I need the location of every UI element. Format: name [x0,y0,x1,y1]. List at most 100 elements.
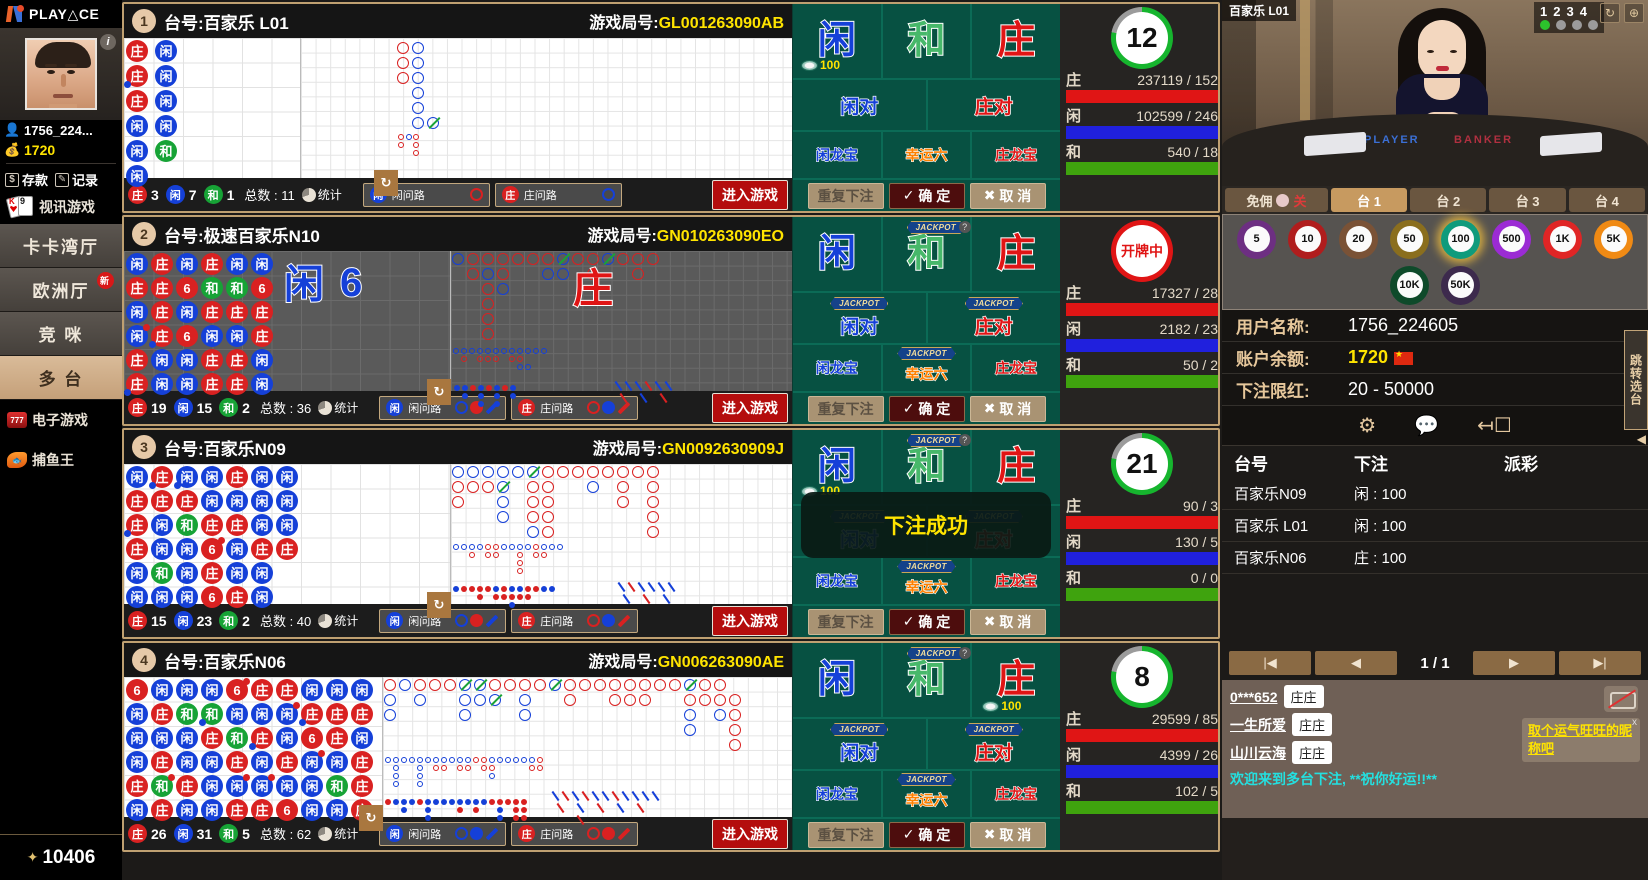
chip-50[interactable]: 50 [1390,219,1429,259]
table-4-bet-player[interactable]: 闲 [793,643,883,717]
table-1-bet-panel[interactable]: 闲 100 和 庄 闲对 庄对 [792,4,1060,211]
record-button[interactable]: ✎ 记录 [55,170,98,189]
table-1-bet-lucky6[interactable]: 幸运六 [883,132,973,178]
table-3-cancel-button[interactable]: ✖ 取 消 [969,608,1046,635]
table-4-bet-player-pair[interactable]: JACKPOT 闲对 [793,719,928,769]
collapse-arrow-icon[interactable]: ◀ [1636,432,1646,446]
pager-next-button[interactable]: ▶ [1473,651,1555,675]
table-2-bet-lucky6[interactable]: JACKPOT 幸运六 [883,345,973,391]
mute-chat-icon[interactable] [1604,686,1638,712]
table-1-confirm-button[interactable]: ✓ 确 定 [888,182,965,209]
pager-prev-button[interactable]: ◀ [1315,651,1397,675]
table-1-cancel-button[interactable]: ✖ 取 消 [969,182,1046,209]
table-1-stats-button[interactable]: 统计 [301,186,342,203]
table-2-bet-banker[interactable]: 庄 [972,217,1060,291]
table-4-confirm-button[interactable]: ✓ 确 定 [888,821,965,848]
table-2-bet-player-pair[interactable]: JACKPOT 闲对 [793,293,928,343]
chip-10k[interactable]: 10K [1390,265,1429,305]
tab-table-3[interactable]: 台 3 [1489,188,1566,212]
sidebar-item-slots[interactable]: 777 电子游戏 [0,400,122,440]
nickname-tip[interactable]: x 取个运气旺旺的昵称吧 [1522,717,1640,762]
info-icon[interactable]: i [100,34,116,50]
table-2-bet-panel[interactable]: 闲 JACKPOT ? 和 庄 JACKPOT 闲对 JACKPOT 庄对 [792,217,1060,424]
chip-50k[interactable]: 50K [1441,265,1480,305]
tab-table-2[interactable]: 台 2 [1410,188,1487,212]
sidebar-item-3[interactable]: 多 台 [0,356,122,400]
switch-table-toggle[interactable]: 跳转选台 [1624,330,1648,430]
table-2-bet-player[interactable]: 闲 [793,217,883,291]
table-2-cancel-button[interactable]: ✖ 取 消 [969,395,1046,422]
chip-5[interactable]: 5 [1237,219,1276,259]
table-4-stats-button[interactable]: 统计 [318,825,358,842]
gear-icon[interactable]: ⚙ [1358,415,1377,437]
help-icon[interactable]: ? [958,434,971,446]
logout-icon[interactable]: ↤☐ [1477,415,1512,437]
tab-table-1[interactable]: 台 1 [1330,188,1408,212]
table-1-bet-banker-dragon[interactable]: 庄龙宝 [972,132,1060,178]
table-2-bet-tie[interactable]: JACKPOT ? 和 [883,217,973,291]
table-3-bet-banker-dragon[interactable]: 庄龙宝 [972,558,1060,604]
help-icon[interactable]: ? [958,221,971,233]
table-card-1[interactable]: 1 台号:百家乐 L01 游戏局号:GL001263090AB 庄闲 庄闲 庄闲… [122,2,1220,213]
table-4-cancel-button[interactable]: ✖ 取 消 [969,821,1046,848]
table-2-confirm-button[interactable]: ✓ 确 定 [888,395,965,422]
table-1-enter-button[interactable]: 进入游戏 [712,179,788,210]
commission-toggle[interactable]: 免佣 关 [1225,188,1328,212]
table-4-bet-tie[interactable]: JACKPOT ? 和 [883,643,973,717]
table-1-bet-player-dragon[interactable]: 闲龙宝 [793,132,883,178]
sidebar-item-1[interactable]: 欧洲厅 新 [0,268,122,312]
chip-100[interactable]: 100 [1441,219,1480,259]
table-4-bet-panel[interactable]: 闲 JACKPOT ? 和 庄 100 JACKPOT 闲对 [792,643,1060,850]
sidebar-item-2[interactable]: 竞 咪 [0,312,122,356]
table-4-bet-banker[interactable]: 庄 100 [972,643,1060,717]
table-2-repeat-button[interactable]: 重复下注 [807,395,884,422]
table-2-stats-button[interactable]: 统计 [318,399,358,416]
table-3-stats-button[interactable]: 统计 [318,612,358,629]
chip-5k[interactable]: 5K [1594,219,1633,259]
table-3-bet-banker[interactable]: 庄 [972,430,1060,504]
table-2-refresh-icon[interactable]: ↻ [427,379,451,405]
table-3-enter-button[interactable]: 进入游戏 [712,605,788,636]
table-3-bet-player-dragon[interactable]: 闲龙宝 [793,558,883,604]
table-1-road-area[interactable]: 庄闲 庄闲 庄闲 闲闲 闲和 闲 [124,38,792,196]
table-4-ask-banker[interactable]: 庄庄问路 [511,821,639,846]
table-1-ask-banker[interactable]: 庄庄问路 [494,182,622,207]
table-1-bet-tie[interactable]: 和 [883,4,973,78]
chip-20[interactable]: 20 [1339,219,1378,259]
table-4-repeat-button[interactable]: 重复下注 [807,821,884,848]
table-2-bet-banker-dragon[interactable]: 庄龙宝 [972,345,1060,391]
pager-last-button[interactable]: ▶| [1559,651,1641,675]
table-4-enter-button[interactable]: 进入游戏 [712,818,788,849]
live-video-feed[interactable]: PLAYER BANKER 百家乐 L01 1 2 3 4 ↻ ⊕ [1222,0,1648,186]
table-1-bet-player-pair[interactable]: 闲对 [793,80,928,130]
table-3-bet-tie[interactable]: JACKPOT ? 和 [883,430,973,504]
table-4-bet-banker-pair[interactable]: JACKPOT 庄对 [928,719,1061,769]
close-icon[interactable]: x [1632,717,1637,728]
deposit-button[interactable]: $ 存款 [5,170,48,189]
chip-selector[interactable]: 5 10 20 50 100 500 1K 5K 10K 50K [1222,214,1648,310]
table-2-bet-player-dragon[interactable]: 闲龙宝 [793,345,883,391]
table-row[interactable]: 百家乐N06 庄 : 100 [1222,542,1648,574]
table-1-repeat-button[interactable]: 重复下注 [807,182,884,209]
sidebar-item-0[interactable]: 卡卡湾厅 [0,224,122,268]
table-4-refresh-icon[interactable]: ↻ [359,805,383,831]
table-4-ask-player[interactable]: 闲闲问路 [379,821,507,846]
table-4-bet-player-dragon[interactable]: 闲龙宝 [793,771,883,817]
pager-first-button[interactable]: |◀ [1229,651,1311,675]
table-3-ask-banker[interactable]: 庄庄问路 [511,608,639,633]
table-4-bet-banker-dragon[interactable]: 庄龙宝 [972,771,1060,817]
table-1-refresh-icon[interactable]: ↻ [374,170,398,196]
table-2-ask-banker[interactable]: 庄庄问路 [511,395,639,420]
table-1-bet-player[interactable]: 闲 100 [793,4,883,78]
chip-500[interactable]: 500 [1492,219,1531,259]
table-2-enter-button[interactable]: 进入游戏 [712,392,788,423]
refresh-icon[interactable]: ↻ [1600,3,1620,23]
chip-1k[interactable]: 1K [1543,219,1582,259]
zoom-icon[interactable]: ⊕ [1624,3,1644,23]
table-1-bet-banker-pair[interactable]: 庄对 [928,80,1061,130]
table-row[interactable]: 百家乐N09 闲 : 100 [1222,478,1648,510]
